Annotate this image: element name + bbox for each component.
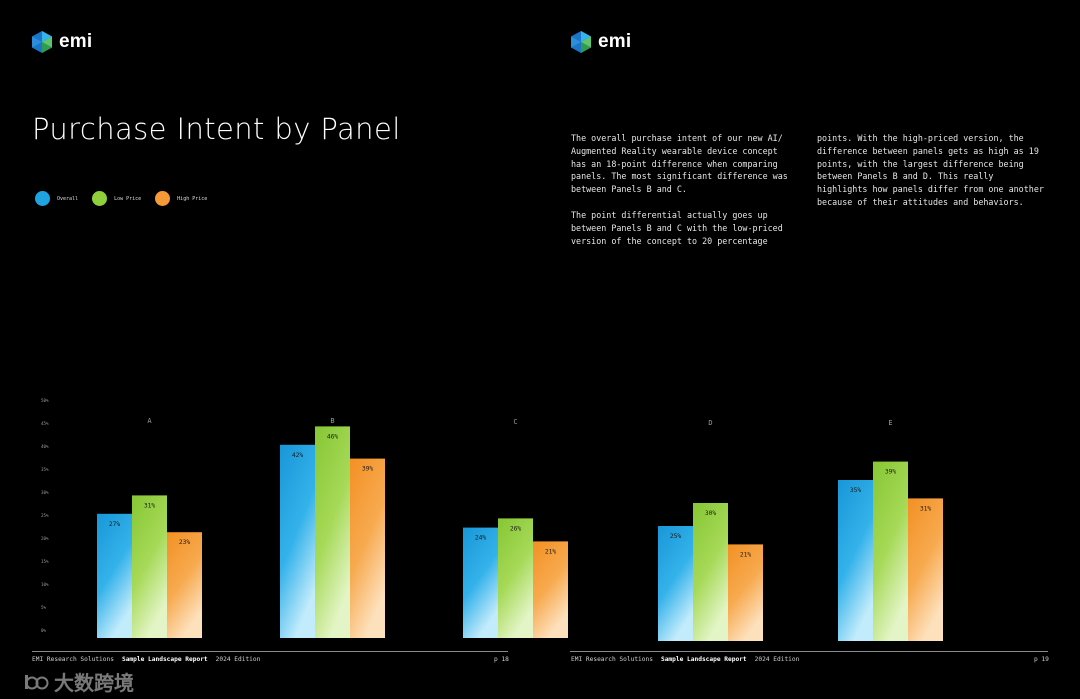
chart-legend: Overall Low Price High Price xyxy=(35,191,207,206)
bar-value-label: 21% xyxy=(740,551,752,558)
watermark-text: 大数跨境 xyxy=(54,671,134,695)
body-text-column-2: points. With the high-priced version, th… xyxy=(817,132,1047,209)
footer-company: EMI Research Solutions xyxy=(32,656,114,663)
brand-logo-left: emi xyxy=(31,30,92,54)
legend-label: High Price xyxy=(177,195,208,202)
bar-value-label: 27% xyxy=(109,521,121,528)
bar-E-high-price xyxy=(908,498,943,641)
bar-B-overall xyxy=(280,444,315,638)
bar-value-label: 23% xyxy=(179,539,191,546)
body-paragraph: points. With the high-priced version, th… xyxy=(817,133,1044,207)
watermark-logo-icon xyxy=(25,674,49,689)
y-axis: 0% 5% 10% 15% 20% 25% 30% 35% 40% 45% 50% xyxy=(41,398,49,633)
bar-value-label: 42% xyxy=(292,452,304,459)
bar-value-label: 26% xyxy=(510,525,522,532)
bar-D-overall xyxy=(658,526,693,641)
footer-report-title: Sample Landscape Report xyxy=(660,656,747,663)
bar-E-overall xyxy=(838,480,873,641)
bar-A-low-price xyxy=(132,495,167,638)
bar-value-label: 39% xyxy=(885,469,897,476)
legend-item-high-price: High Price xyxy=(155,191,207,206)
category-label: C xyxy=(513,418,517,426)
body-paragraph: The overall purchase intent of our new A… xyxy=(571,133,788,195)
bar-value-label: 21% xyxy=(545,548,557,555)
body-paragraph: The point differential actually goes up … xyxy=(571,209,783,246)
bar-A-overall xyxy=(97,513,132,638)
footer-divider-left xyxy=(32,651,508,652)
y-tick-label: 45% xyxy=(41,421,49,426)
bar-value-label: 39% xyxy=(362,466,374,473)
bar-E-low-price xyxy=(873,461,908,641)
y-tick-label: 5% xyxy=(41,605,47,610)
category-label: B xyxy=(330,417,334,425)
brand-name: emi xyxy=(598,31,632,52)
watermark: 大数跨境 xyxy=(24,667,134,696)
emi-logo-icon xyxy=(32,31,52,53)
y-tick-label: 30% xyxy=(41,490,49,495)
y-tick-label: 20% xyxy=(41,536,49,541)
y-tick-label: 40% xyxy=(41,444,49,449)
y-tick-label: 35% xyxy=(41,467,49,472)
category-label: D xyxy=(708,419,712,427)
legend-item-low-price: Low Price xyxy=(92,191,141,206)
bar-chart: 0% 5% 10% 15% 20% 25% 30% 35% 40% 45% 50% A 27% 31% 2… xyxy=(41,398,943,641)
bar-C-low-price xyxy=(498,518,533,638)
legend-label: Overall xyxy=(57,195,79,202)
bar-D-low-price xyxy=(693,503,728,641)
bar-value-label: 24% xyxy=(475,535,487,542)
footer-divider-right xyxy=(570,651,1048,652)
legend-swatch xyxy=(155,191,171,206)
bar-C-overall xyxy=(463,527,498,638)
legend-label: Low Price xyxy=(114,195,142,202)
footer-company: EMI Research Solutions xyxy=(571,656,653,663)
bar-B-low-price xyxy=(315,426,350,638)
bars-group: A 27% 31% 23% B 42% 46% 39% C 24% 26% 21% D 25% 30% 21%… xyxy=(97,417,943,641)
bar-C-high-price xyxy=(533,541,568,638)
bar-value-label: 31% xyxy=(144,502,156,509)
page-number-left: p 18 xyxy=(494,656,509,663)
y-tick-label: 15% xyxy=(41,559,49,564)
body-text-column-1: The overall purchase intent of our new A… xyxy=(571,132,793,247)
emi-logo-icon xyxy=(571,31,591,53)
page-number-right: p 19 xyxy=(1034,656,1049,663)
bar-value-label: 46% xyxy=(327,433,339,440)
y-tick-label: 10% xyxy=(41,582,49,587)
bar-value-label: 30% xyxy=(705,510,717,517)
footer-edition: 2024 Edition xyxy=(754,656,800,663)
y-tick-label: 25% xyxy=(41,513,49,518)
legend-swatch xyxy=(92,191,108,206)
brand-name: emi xyxy=(59,31,93,52)
category-label: E xyxy=(888,419,892,427)
legend-swatch xyxy=(35,191,50,206)
y-tick-label: 0% xyxy=(41,628,47,633)
footer-left: EMI Research Solutions Sample Landscape … xyxy=(32,656,260,663)
page-title: Purchase Intent by Panel xyxy=(32,112,401,146)
legend-item-overall: Overall xyxy=(35,191,78,206)
footer-report-title: Sample Landscape Report xyxy=(121,656,208,663)
bar-value-label: 25% xyxy=(670,533,682,540)
y-tick-label: 50% xyxy=(41,398,49,403)
brand-logo-right: emi xyxy=(570,30,631,54)
bar-B-high-price xyxy=(350,458,385,638)
footer-right: EMI Research Solutions Sample Landscape … xyxy=(571,656,799,663)
bar-value-label: 31% xyxy=(920,505,932,512)
bar-D-high-price xyxy=(728,544,763,641)
bar-A-high-price xyxy=(167,532,202,638)
category-label: A xyxy=(147,417,152,425)
bar-value-label: 35% xyxy=(850,487,862,494)
footer-edition: 2024 Edition xyxy=(215,656,261,663)
